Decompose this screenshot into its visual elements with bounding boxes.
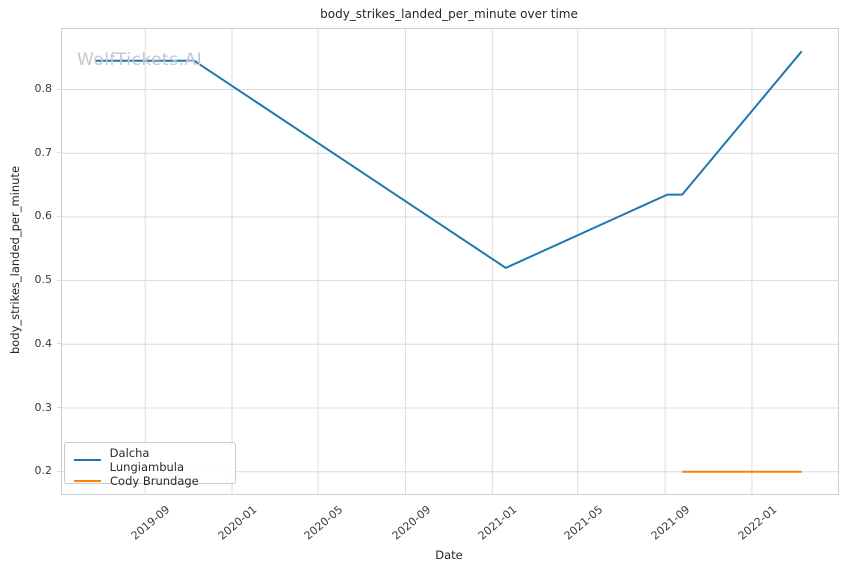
legend-label: Dalcha Lungiambula (109, 446, 185, 474)
y-tick-mark (57, 88, 61, 90)
y-tick-mark (57, 279, 61, 281)
y-axis-label: body_strikes_landed_per_minute (8, 165, 22, 355)
legend-item-cody-brundage: Cody Brundage (74, 474, 226, 488)
legend-item-dalcha-lungiambula: Dalcha Lungiambula (74, 446, 226, 474)
y-tick-label: 0.8 (34, 82, 53, 95)
y-tick-label: 0.6 (34, 209, 53, 223)
x-tick-label: 2021-05 (561, 503, 606, 543)
legend-line-sample (74, 480, 101, 482)
y-tick-label: 0.5 (34, 273, 53, 287)
x-tick-label: 2019-09 (129, 503, 173, 543)
legend-label: Cody Brundage (110, 474, 199, 488)
y-tick-mark (57, 152, 61, 154)
y-tick-mark (57, 470, 61, 472)
chart-title: body_strikes_landed_per_minute over time (320, 7, 578, 21)
y-tick-label: 0.3 (34, 400, 53, 414)
x-tick-label: 2020-09 (389, 503, 433, 543)
x-tick-label: 2021-01 (476, 503, 520, 543)
y-tick-label: 0.7 (34, 145, 53, 159)
plot-canvas (62, 29, 838, 494)
y-tick-mark (57, 215, 61, 217)
y-tick-label: 0.4 (34, 336, 53, 350)
y-tick-label: 0.2 (34, 464, 53, 478)
plot-area: WolfTickets.AI (61, 28, 839, 495)
x-tick-label: 2022-01 (735, 503, 780, 543)
legend-line-sample (74, 459, 101, 461)
x-tick-label: 2020-05 (301, 503, 346, 543)
x-tick-label: 2021-09 (648, 503, 693, 543)
x-axis-label: Date (435, 548, 463, 562)
y-tick-mark (57, 343, 61, 345)
legend: Dalcha Lungiambula Cody Brundage (64, 442, 236, 488)
x-tick-label: 2020-01 (215, 503, 260, 543)
y-tick-mark (57, 407, 61, 408)
series-line-dalcha-lungiambula (94, 50, 803, 269)
